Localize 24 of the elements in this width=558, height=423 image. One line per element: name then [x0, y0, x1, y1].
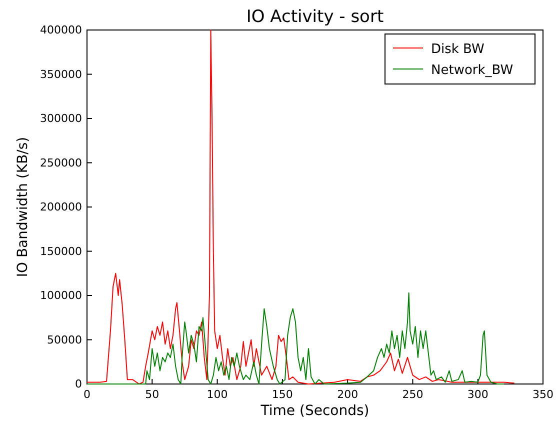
y-tick-label: 100000: [40, 289, 82, 302]
y-tick-label: 200000: [40, 200, 82, 214]
y-tick-label: 150000: [40, 244, 82, 258]
x-tick-label: 200: [337, 388, 358, 401]
y-tick-label: 350000: [40, 68, 82, 81]
line-series: [86, 292, 504, 384]
x-tick-label: 150: [272, 388, 293, 401]
y-axis-title: IO Bandwidth (KB/s): [15, 136, 31, 278]
line-series: [86, 30, 515, 384]
chart-title: IO Activity - sort: [246, 7, 384, 27]
y-tick-label: 50000: [47, 333, 82, 346]
x-tick-label: 0: [84, 388, 90, 401]
legend-label: Network_BW: [431, 63, 514, 78]
x-tick-label: 50: [145, 388, 160, 401]
legend-label: Disk BW: [431, 42, 485, 57]
x-tick-label: 350: [532, 388, 554, 401]
x-tick-label: 300: [467, 388, 488, 401]
y-tick-label: 250000: [40, 156, 82, 170]
y-tick-label: 400000: [40, 24, 82, 37]
y-tick-label: 0: [75, 378, 82, 391]
y-tick-label: 300000: [40, 112, 82, 126]
x-tick-label: 250: [402, 388, 424, 401]
x-axis-title: Time (Seconds): [260, 403, 370, 419]
x-tick-label: 100: [206, 388, 228, 401]
